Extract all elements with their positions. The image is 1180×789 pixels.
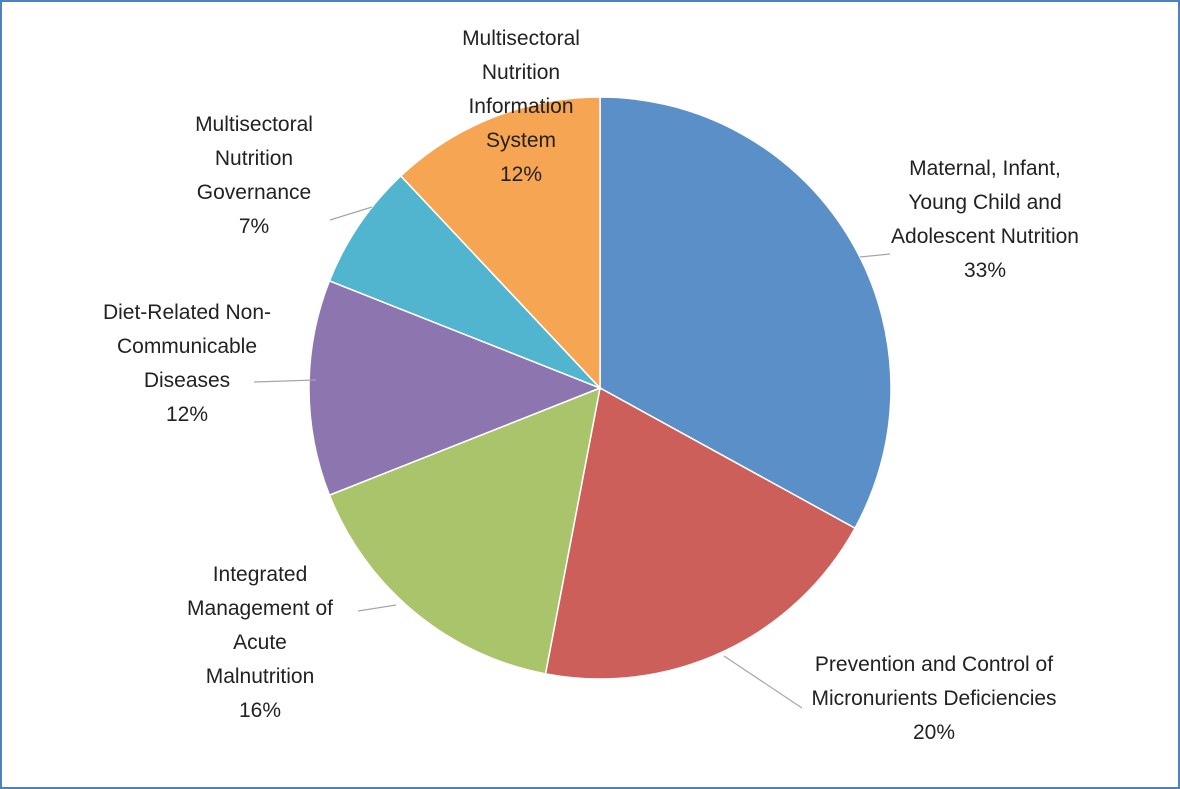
category-label: Prevention and Control of Micronurients … bbox=[811, 653, 1057, 710]
data-label: Multisectoral Nutrition Information Syst… bbox=[431, 22, 611, 192]
leader-line bbox=[329, 206, 373, 221]
percent-label: 7% bbox=[238, 215, 270, 238]
percent-label: 33% bbox=[963, 259, 1007, 282]
leader-line bbox=[357, 604, 397, 612]
category-label: Multisectoral Nutrition Information Syst… bbox=[462, 27, 580, 152]
leader-line bbox=[253, 379, 317, 383]
data-label: Prevention and Control of Micronurients … bbox=[804, 648, 1064, 750]
percent-label: 12% bbox=[499, 163, 543, 186]
data-label: Integrated Management of Acute Malnutrit… bbox=[180, 558, 340, 728]
leader-line bbox=[723, 655, 803, 709]
category-label: Multisectoral Nutrition Governance bbox=[195, 113, 313, 204]
data-label: Multisectoral Nutrition Governance 7% bbox=[169, 108, 339, 244]
data-label: Diet-Related Non-Communicable Diseases 12… bbox=[92, 296, 282, 432]
percent-label: 20% bbox=[912, 721, 956, 744]
pie-slice bbox=[599, 96, 892, 530]
pie-slice bbox=[399, 96, 601, 390]
pie-slice bbox=[328, 386, 601, 675]
percent-label: 12% bbox=[165, 403, 209, 426]
percent-label: 16% bbox=[238, 699, 282, 722]
category-label: Maternal, Infant, Young Child and Adoles… bbox=[891, 157, 1079, 248]
pie-slice bbox=[544, 386, 857, 680]
data-label: Maternal, Infant, Young Child and Adoles… bbox=[885, 152, 1085, 288]
leader-line bbox=[859, 253, 891, 258]
category-label: Integrated Management of Acute Malnutrit… bbox=[187, 563, 333, 688]
pie-slice bbox=[308, 279, 603, 497]
pie-slice bbox=[328, 174, 601, 389]
category-label: Diet-Related Non-Communicable Diseases bbox=[102, 301, 272, 392]
